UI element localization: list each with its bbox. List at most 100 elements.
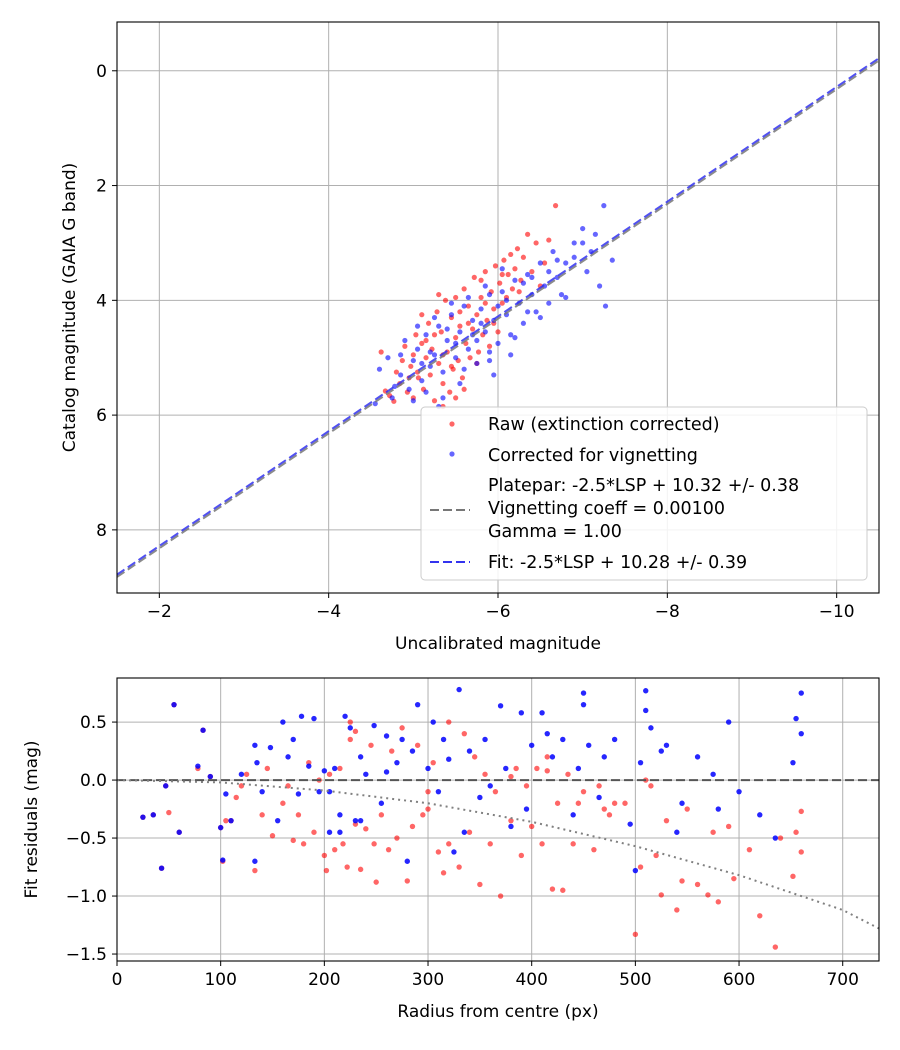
data-point <box>520 320 527 326</box>
data-point <box>497 703 504 709</box>
data-point <box>394 835 400 841</box>
data-point <box>482 736 488 743</box>
data-point <box>772 835 779 841</box>
data-point <box>419 312 425 318</box>
data-point <box>371 722 377 729</box>
data-point <box>357 866 364 873</box>
data-point <box>337 765 343 772</box>
data-point <box>674 907 680 913</box>
data-point <box>544 768 550 774</box>
legend-entry-platepar: Platepar: -2.5*LSP + 10.32 +/- 0.38 Vigne… <box>430 476 799 542</box>
data-point <box>560 887 566 893</box>
data-point <box>326 771 333 777</box>
data-point <box>611 736 618 743</box>
data-point <box>798 730 804 737</box>
data-point <box>431 352 438 358</box>
data-point <box>332 765 338 772</box>
data-point <box>316 788 322 795</box>
data-point <box>337 812 343 818</box>
data-point <box>461 386 467 392</box>
data-point <box>584 269 590 275</box>
data-point <box>525 231 531 237</box>
data-point <box>414 346 421 352</box>
data-point <box>163 783 169 789</box>
y-tick-label: −1.5 <box>66 945 107 965</box>
legend-label-vignetting: Vignetting coeff = 0.00100 <box>488 499 725 519</box>
data-point <box>252 867 258 874</box>
data-point <box>414 742 421 748</box>
data-point <box>694 754 701 760</box>
x-tick-label: 400 <box>515 970 547 990</box>
data-point <box>658 892 664 898</box>
data-point <box>643 707 649 714</box>
data-point <box>171 701 177 708</box>
data-point <box>436 323 442 329</box>
data-point <box>471 754 478 760</box>
data-point <box>238 771 245 777</box>
legend-entry-corrected: Corrected for vignetting <box>449 446 698 466</box>
data-point <box>220 857 226 863</box>
data-point <box>518 852 525 859</box>
data-point <box>399 725 405 731</box>
data-point <box>777 835 784 841</box>
data-point <box>383 733 390 739</box>
data-point <box>404 858 410 864</box>
data-point <box>438 329 444 335</box>
data-point <box>497 280 503 286</box>
data-point <box>495 303 501 309</box>
data-point <box>529 274 535 280</box>
data-point <box>757 812 763 818</box>
data-point <box>465 303 471 309</box>
y-tick-label: 0.0 <box>80 771 107 791</box>
data-point <box>300 841 307 847</box>
data-point <box>457 380 463 387</box>
data-point <box>544 754 550 760</box>
data-point <box>448 312 455 318</box>
data-point <box>431 398 438 404</box>
data-point <box>478 277 484 283</box>
data-point <box>539 710 545 716</box>
data-point <box>363 826 369 832</box>
data-point <box>637 864 644 870</box>
data-point <box>715 806 722 812</box>
data-point <box>280 719 286 725</box>
data-point <box>501 257 507 263</box>
data-point <box>269 833 276 839</box>
data-point <box>684 806 690 812</box>
data-point <box>431 332 438 338</box>
plot-area <box>117 686 879 950</box>
data-point <box>420 812 426 818</box>
data-point <box>419 340 425 346</box>
data-point <box>606 812 613 818</box>
data-point <box>150 812 156 818</box>
data-point <box>757 913 763 919</box>
x-axis-label: Radius from centre (px) <box>397 1002 598 1022</box>
legend-label-fit: Fit: -2.5*LSP + 10.28 +/- 0.39 <box>488 553 747 573</box>
data-point <box>465 320 471 326</box>
y-tick-label: −0.5 <box>66 829 107 849</box>
data-point <box>415 375 422 381</box>
data-point <box>508 773 514 780</box>
data-point <box>560 736 566 743</box>
data-point <box>541 260 548 266</box>
data-point <box>447 389 453 395</box>
data-point <box>311 829 317 835</box>
data-point <box>503 297 510 303</box>
data-point <box>499 266 505 272</box>
data-point <box>285 754 291 760</box>
data-point <box>430 719 436 725</box>
legend-marker-corrected <box>449 451 455 457</box>
x-tick-label: 200 <box>308 970 340 990</box>
plot-area <box>117 57 879 578</box>
data-point <box>495 340 501 346</box>
data-point <box>694 881 701 888</box>
data-point <box>790 873 796 880</box>
data-point <box>591 846 597 853</box>
y-tick-label: 0.5 <box>80 713 107 733</box>
data-point <box>252 858 258 864</box>
data-point <box>674 829 680 835</box>
data-point <box>243 771 250 777</box>
y-tick-label: 4 <box>96 291 107 311</box>
data-point <box>444 326 450 332</box>
data-point <box>710 829 716 835</box>
